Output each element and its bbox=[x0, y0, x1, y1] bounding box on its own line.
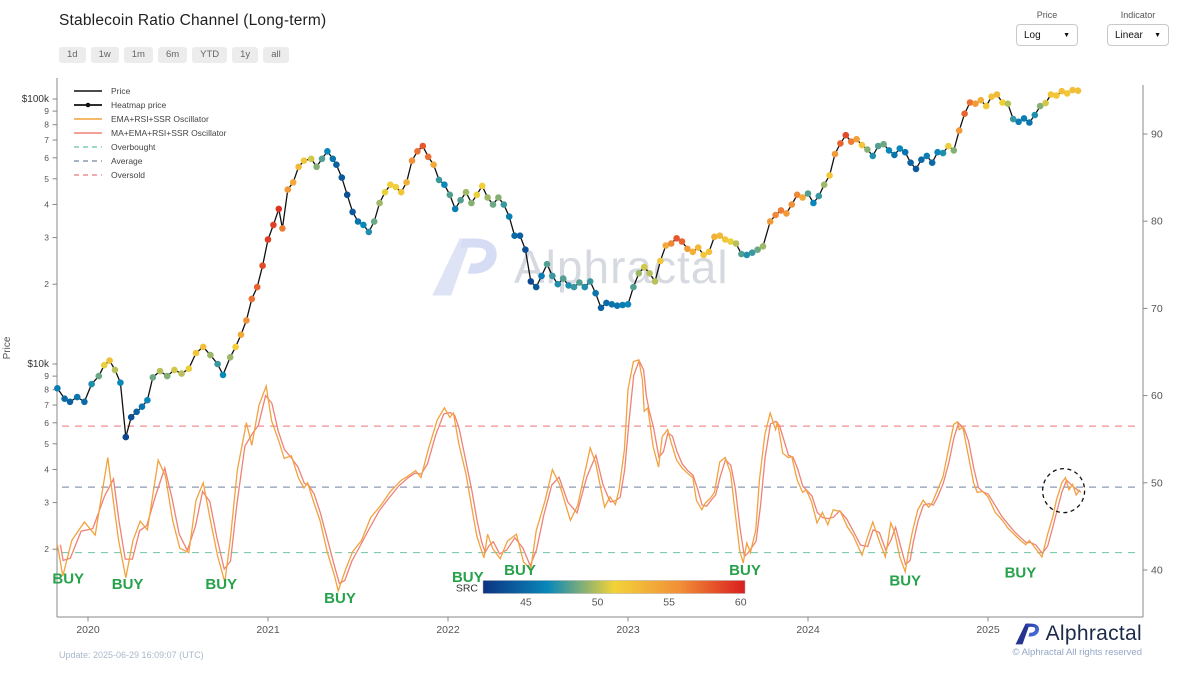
y-left-tick-label: 6 bbox=[44, 153, 49, 163]
brand-block: Alphractal © Alphractal All rights reser… bbox=[1002, 622, 1142, 658]
brand-name: Alphractal bbox=[1045, 622, 1142, 645]
price-select-label: Price bbox=[1036, 10, 1058, 20]
legend-item-oversold[interactable]: Oversold bbox=[74, 170, 227, 180]
highlight-circle-annotation bbox=[1041, 467, 1086, 514]
range-button-1y[interactable]: 1y bbox=[232, 47, 259, 64]
x-tick-label: 2022 bbox=[436, 624, 460, 636]
range-button-1w[interactable]: 1w bbox=[90, 47, 119, 64]
page-title: Stablecoin Ratio Channel (Long-term) bbox=[59, 12, 327, 29]
buy-signal-label: BUY bbox=[205, 576, 237, 593]
legend-swatch bbox=[74, 118, 102, 120]
legend-swatch bbox=[74, 160, 102, 162]
legend-swatch bbox=[74, 146, 102, 148]
y-right-tick-label: 80 bbox=[1151, 216, 1163, 228]
buy-signal-label: BUY bbox=[112, 576, 144, 593]
legend-item-ma-ema-rsi-ssr-oscillator[interactable]: MA+EMA+RSI+SSR Oscillator bbox=[74, 128, 227, 138]
range-button-ytd[interactable]: YTD bbox=[192, 47, 228, 64]
y-left-tick-label: 2 bbox=[44, 279, 49, 289]
chart-legend: Price Heatmap price EMA+RSI+SSR Oscillator… bbox=[74, 86, 227, 180]
indicator-select-value: Linear bbox=[1115, 29, 1143, 41]
legend-item-ema-rsi-ssr-oscillator[interactable]: EMA+RSI+SSR Oscillator bbox=[74, 114, 227, 124]
y-left-axis-title: Price bbox=[2, 336, 13, 359]
legend-item-label: Average bbox=[111, 156, 143, 166]
buy-signal-label: BUY bbox=[729, 562, 761, 579]
src-colorbar-label: SRC bbox=[456, 583, 479, 595]
indicator-scale-control: Indicator Linear ▼ bbox=[1107, 10, 1169, 46]
range-button-all[interactable]: all bbox=[263, 47, 289, 64]
y-left-tick-label: 4 bbox=[44, 464, 49, 474]
y-left-tick-label: 8 bbox=[44, 385, 49, 395]
copyright-text: © Alphractal All rights reserved bbox=[1012, 647, 1142, 658]
range-button-1m[interactable]: 1m bbox=[123, 47, 153, 64]
alphractal-watermark-logo bbox=[432, 238, 497, 296]
legend-swatch bbox=[74, 132, 102, 134]
chevron-down-icon: ▼ bbox=[1063, 31, 1070, 39]
x-tick-label: 2024 bbox=[796, 624, 820, 636]
src-colorbar-tick: 50 bbox=[592, 597, 604, 609]
chevron-down-icon: ▼ bbox=[1154, 31, 1161, 39]
y-left-tick-label: 9 bbox=[44, 106, 49, 116]
src-colorbar-tick: 45 bbox=[520, 597, 532, 609]
y-left-tick-label: 8 bbox=[44, 120, 49, 130]
indicator-select[interactable]: Linear ▼ bbox=[1107, 24, 1169, 46]
legend-item-average[interactable]: Average bbox=[74, 156, 227, 166]
y-left-tick-label: 4 bbox=[44, 199, 49, 209]
src-colorbar-tick: 60 bbox=[735, 597, 747, 609]
price-select[interactable]: Log ▼ bbox=[1016, 24, 1078, 46]
indicator-select-label: Indicator bbox=[1120, 10, 1156, 20]
y-right-tick-label: 70 bbox=[1151, 303, 1163, 315]
ema-oscillator-line bbox=[56, 358, 1081, 594]
src-colorbar-tick: 55 bbox=[663, 597, 675, 609]
src-colorbar bbox=[482, 580, 746, 594]
buy-signal-label: BUY bbox=[52, 571, 84, 588]
legend-item-label: Oversold bbox=[111, 170, 146, 180]
y-left-tick-label: 9 bbox=[44, 371, 49, 381]
y-left-tick-label: 7 bbox=[44, 400, 49, 410]
x-tick-label: 2021 bbox=[256, 624, 280, 636]
x-tick-label: 2025 bbox=[976, 624, 1000, 636]
legend-item-heatmap-price[interactable]: Heatmap price bbox=[74, 100, 227, 110]
y-left-tick-label: 3 bbox=[44, 233, 49, 243]
legend-swatch bbox=[74, 90, 102, 92]
range-buttons: 1d 1w 1m 6m YTD 1y all bbox=[59, 47, 289, 64]
legend-swatch bbox=[74, 174, 102, 176]
alphractal-logo-icon bbox=[1015, 623, 1039, 645]
update-timestamp: Update: 2025-06-29 16:09:07 (UTC) bbox=[59, 650, 204, 660]
x-tick-label: 2023 bbox=[616, 624, 640, 636]
range-button-6m[interactable]: 6m bbox=[157, 47, 188, 64]
buy-signal-label: BUY bbox=[452, 569, 484, 586]
legend-swatch bbox=[74, 102, 102, 108]
legend-item-label: EMA+RSI+SSR Oscillator bbox=[111, 114, 209, 124]
price-scale-control: Price Log ▼ bbox=[1016, 10, 1078, 46]
price-select-value: Log bbox=[1024, 29, 1041, 41]
buy-signal-label: BUY bbox=[324, 590, 356, 607]
legend-item-label: MA+EMA+RSI+SSR Oscillator bbox=[111, 128, 227, 138]
y-left-tick-label: 6 bbox=[44, 418, 49, 428]
heatmap-price-dots bbox=[54, 86, 1082, 441]
legend-item-price[interactable]: Price bbox=[74, 86, 227, 96]
buy-signal-label: BUY bbox=[1005, 565, 1037, 582]
legend-item-label: Heatmap price bbox=[111, 100, 167, 110]
range-button-1d[interactable]: 1d bbox=[59, 47, 86, 64]
y-right-tick-label: 40 bbox=[1151, 565, 1163, 577]
y-left-tick-label: 5 bbox=[44, 174, 49, 184]
y-left-tick-label: 7 bbox=[44, 135, 49, 145]
y-left-tick-label: 2 bbox=[44, 544, 49, 554]
x-tick-label: 2020 bbox=[76, 624, 100, 636]
buy-signal-label: BUY bbox=[889, 572, 921, 589]
y-right-tick-label: 60 bbox=[1151, 390, 1163, 402]
y-left-tick-label: 5 bbox=[44, 439, 49, 449]
y-left-tick-label: $10k bbox=[27, 359, 50, 370]
ma-oscillator-line bbox=[59, 359, 1082, 585]
legend-item-label: Price bbox=[111, 86, 131, 96]
legend-item-label: Overbought bbox=[111, 142, 156, 152]
y-left-tick-label: $100k bbox=[22, 94, 50, 105]
legend-item-overbought[interactable]: Overbought bbox=[74, 142, 227, 152]
y-right-tick-label: 50 bbox=[1151, 477, 1163, 489]
y-left-tick-label: 3 bbox=[44, 498, 49, 508]
buy-signal-label: BUY bbox=[504, 562, 536, 579]
y-right-tick-label: 90 bbox=[1151, 129, 1163, 141]
